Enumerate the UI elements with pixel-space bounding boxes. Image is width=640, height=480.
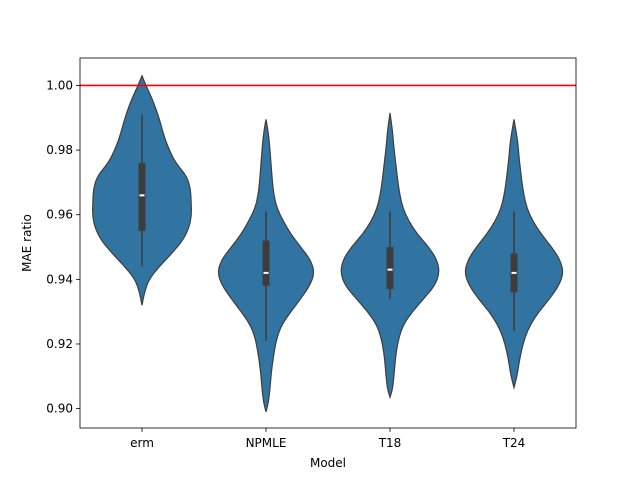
y-tick-label: 0.98 xyxy=(46,143,73,157)
violin-median-marker xyxy=(139,194,145,197)
y-tick-label: 0.96 xyxy=(46,208,73,222)
violin-group-t24 xyxy=(464,119,564,390)
axes-frame xyxy=(79,57,577,429)
violin-median-marker xyxy=(387,268,393,271)
violin-group-erm xyxy=(92,74,192,306)
y-tick-label: 1.00 xyxy=(46,78,73,92)
x-tick-label: erm xyxy=(130,436,154,450)
x-tick-label: NPMLE xyxy=(246,436,287,450)
x-axis: erm NPMLE T18 T24 xyxy=(130,428,525,450)
y-tick-label: 0.94 xyxy=(46,272,73,286)
y-tick-label: 0.92 xyxy=(46,337,73,351)
violin-median-marker xyxy=(511,271,517,274)
x-axis-label: Model xyxy=(310,456,346,470)
violin-median-marker xyxy=(263,271,269,274)
y-axis: 0.90 0.92 0.94 0.96 0.98 1.00 xyxy=(46,78,80,416)
violin-iqr-box xyxy=(262,240,270,286)
plot-area xyxy=(80,74,576,412)
y-tick-label: 0.90 xyxy=(46,402,73,416)
x-tick-label: T18 xyxy=(378,436,402,450)
violin-iqr-box xyxy=(386,247,394,290)
violin-group-npmle xyxy=(217,119,315,412)
violin-group-t18 xyxy=(340,112,440,400)
x-tick-label: T24 xyxy=(502,436,526,450)
y-axis-label: MAE ratio xyxy=(20,214,34,272)
violin-iqr-box xyxy=(138,163,146,231)
